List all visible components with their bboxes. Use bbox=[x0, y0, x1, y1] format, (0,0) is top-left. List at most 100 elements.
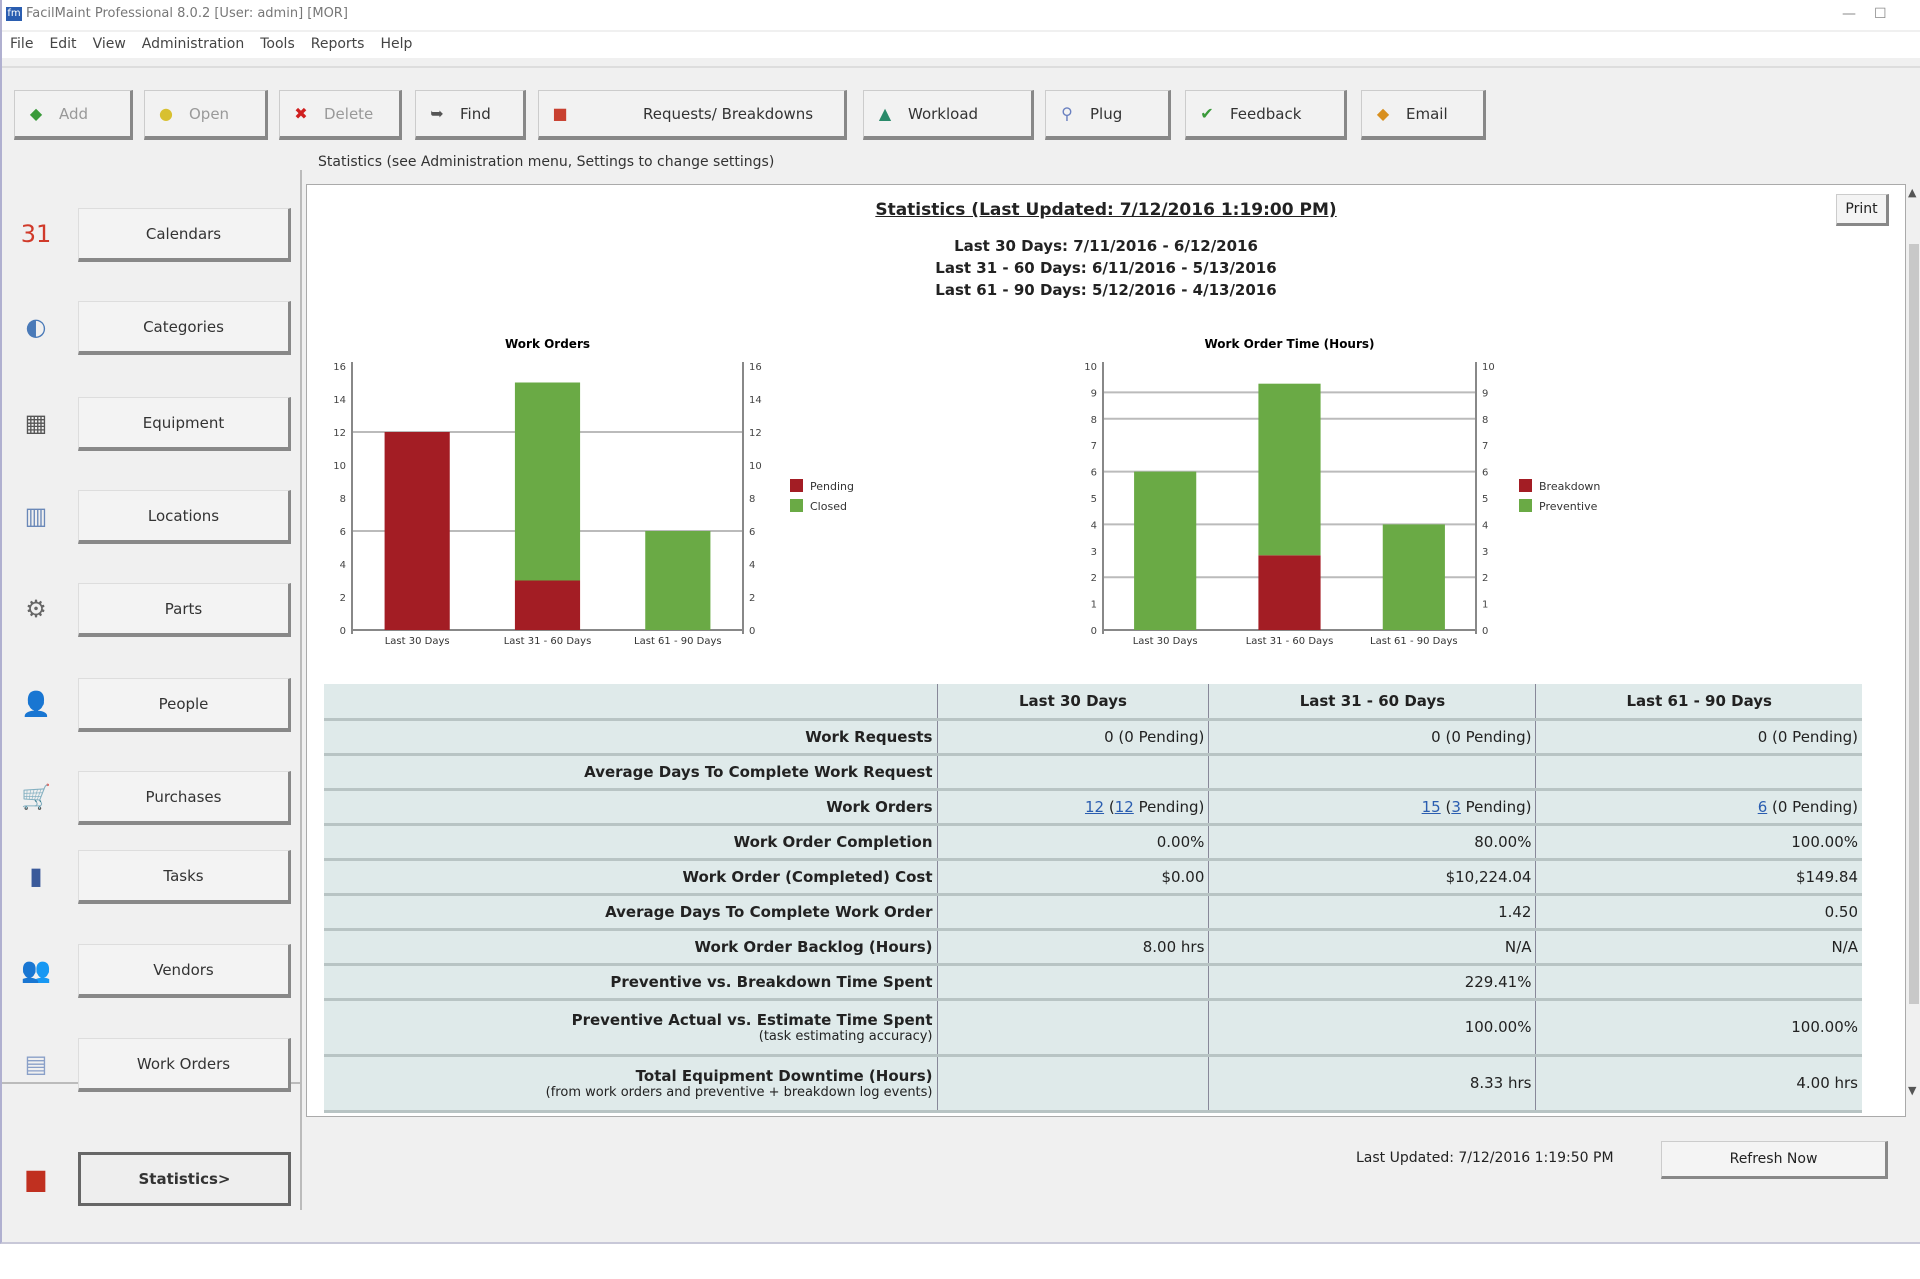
y-tick-label: 3 bbox=[1091, 547, 1097, 558]
sidebar-item-parts[interactable]: Parts bbox=[78, 583, 291, 637]
chart-2: Work Order Time (Hours) 0 0 1 1 2 2 3 3 4 4 5 5 6 6 7 7 8… bbox=[1084, 337, 1600, 647]
y-tick-label: 10 bbox=[1482, 362, 1495, 373]
window-title: FacilMaint Professional 8.0.2 [User: adm… bbox=[26, 6, 348, 21]
table-cell bbox=[1208, 754, 1537, 791]
legend-swatch bbox=[1519, 479, 1532, 492]
menu-view[interactable]: View bbox=[92, 36, 126, 52]
table-cell: 100.00% bbox=[1535, 824, 1862, 861]
menu-tools[interactable]: Tools bbox=[260, 36, 295, 52]
sidebar-item-purchases[interactable]: Purchases bbox=[78, 771, 291, 825]
minimize-icon[interactable]: — bbox=[1842, 6, 1856, 22]
legend-label: Pending bbox=[810, 480, 854, 493]
y-tick-label: 10 bbox=[749, 461, 762, 472]
y-tick-label: 7 bbox=[1091, 441, 1097, 452]
statistics-table: Last 30 Days Last 31 - 60 Days Last 61 - 9… bbox=[324, 684, 1862, 1113]
delete-icon: ✖ bbox=[294, 104, 308, 123]
delete-button[interactable]: ✖ Delete bbox=[279, 90, 402, 140]
y-tick-label: 14 bbox=[333, 395, 346, 406]
legend-label: Breakdown bbox=[1539, 480, 1600, 493]
table-cell: 8.00 hrs bbox=[937, 929, 1210, 966]
menu-edit[interactable]: Edit bbox=[49, 36, 77, 52]
menu-help[interactable]: Help bbox=[380, 36, 413, 52]
scroll-thumb[interactable] bbox=[1909, 244, 1919, 1004]
table-cell bbox=[937, 894, 1210, 931]
add-button[interactable]: ◆ Add bbox=[14, 90, 133, 140]
table-cell bbox=[937, 1055, 1210, 1113]
bar-preventive bbox=[1382, 524, 1445, 630]
requests-breakdowns-button[interactable]: ■ Requests/ Breakdowns bbox=[538, 90, 847, 140]
refresh-now-button[interactable]: Refresh Now bbox=[1661, 1141, 1888, 1179]
button-label: Open bbox=[189, 104, 230, 123]
email-button[interactable]: ◆ Email bbox=[1361, 90, 1486, 140]
work-orders-link[interactable]: 6 bbox=[1757, 797, 1768, 816]
vertical-scrollbar[interactable]: ▲ ▼ bbox=[1906, 184, 1920, 1117]
sidebar-item-equipment[interactable]: Equipment bbox=[78, 397, 291, 451]
find-button[interactable]: ➥ Find bbox=[415, 90, 526, 140]
date-range: Last 30 Days: 7/11/2016 - 6/12/2016 bbox=[954, 237, 1258, 255]
workload-icon: ▲ bbox=[878, 104, 892, 123]
sidebar-item-calendars[interactable]: Calendars bbox=[78, 208, 291, 262]
table-row: Work Order (Completed) Cost $0.00 $10,224.… bbox=[324, 859, 1862, 896]
table-cell: 100.00% bbox=[1535, 999, 1862, 1057]
row-label-text: Work Orders bbox=[826, 797, 933, 816]
purchases-icon: 🛒 bbox=[21, 783, 51, 811]
x-tick-label: Last 31 - 60 Days bbox=[1246, 636, 1334, 647]
feedback-button[interactable]: ✔ Feedback bbox=[1185, 90, 1347, 140]
button-label: Delete bbox=[324, 104, 374, 123]
y-tick-label: 0 bbox=[1091, 626, 1097, 637]
pending-link[interactable]: 12 bbox=[1114, 797, 1134, 816]
table-row: Work Requests 0 (0 Pending) 0 (0 Pending) 0… bbox=[324, 719, 1862, 756]
table-row: Work Order Backlog (Hours) 8.00 hrs N/A N/A bbox=[324, 929, 1862, 966]
bar-pending bbox=[514, 580, 581, 630]
open-button[interactable]: ● Open bbox=[144, 90, 268, 140]
button-label: Workload bbox=[908, 104, 979, 123]
y-tick-label: 9 bbox=[1091, 388, 1097, 399]
work-orders-link[interactable]: 12 bbox=[1084, 797, 1105, 816]
x-tick-label: Last 30 Days bbox=[385, 636, 450, 647]
date-ranges: Last 30 Days: 7/11/2016 - 6/12/2016 Last… bbox=[307, 235, 1905, 301]
row-sublabel: (from work orders and preventive + break… bbox=[545, 1084, 933, 1100]
row-label-text: Preventive vs. Breakdown Time Spent bbox=[610, 972, 933, 991]
calendar-icon: 31 bbox=[20, 220, 52, 248]
y-tick-label: 6 bbox=[1482, 468, 1488, 479]
sidebar-item-locations[interactable]: Locations bbox=[78, 490, 291, 544]
row-label: Work Order (Completed) Cost bbox=[324, 859, 938, 896]
maximize-icon[interactable]: ☐ bbox=[1874, 6, 1887, 22]
people-icon: 👤 bbox=[21, 690, 51, 718]
sidebar-item-tasks[interactable]: Tasks bbox=[78, 850, 291, 904]
y-tick-label: 2 bbox=[1482, 573, 1488, 584]
menu-administration[interactable]: Administration bbox=[141, 36, 245, 52]
row-label-text: Work Requests bbox=[805, 727, 933, 746]
sidebar-item-vendors[interactable]: Vendors bbox=[78, 944, 291, 998]
button-label: Email bbox=[1406, 104, 1448, 123]
y-tick-label: 8 bbox=[1482, 415, 1488, 426]
bar-preventive bbox=[1134, 471, 1197, 630]
table-cell bbox=[1535, 964, 1862, 1001]
sidebar-item-statistics[interactable]: Statistics> bbox=[78, 1152, 291, 1206]
sidebar-item-people[interactable]: People bbox=[78, 678, 291, 732]
sidebar-item-work-orders[interactable]: Work Orders bbox=[78, 1038, 291, 1092]
bar-closed bbox=[514, 382, 581, 581]
y-tick-label: 6 bbox=[340, 527, 346, 538]
table-cell: 0.00% bbox=[937, 824, 1210, 861]
column-header bbox=[324, 684, 938, 721]
workload-button[interactable]: ▲ Workload bbox=[863, 90, 1034, 140]
scroll-up-icon[interactable]: ▲ bbox=[1908, 186, 1917, 199]
print-button[interactable]: Print bbox=[1836, 194, 1889, 226]
table-cell: 0.50 bbox=[1535, 894, 1862, 931]
table-cell bbox=[937, 754, 1210, 791]
table-cell: 12 (12 Pending) bbox=[937, 789, 1210, 826]
tasks-icon: ▮ bbox=[29, 862, 43, 890]
plug-button[interactable]: ⚲ Plug bbox=[1045, 90, 1171, 140]
row-label: Total Equipment Downtime (Hours) (from wo… bbox=[324, 1055, 938, 1113]
menu-file[interactable]: File bbox=[10, 36, 34, 52]
sidebar-item-categories[interactable]: Categories bbox=[78, 301, 291, 355]
y-tick-label: 5 bbox=[1482, 494, 1488, 505]
table-cell: N/A bbox=[1535, 929, 1862, 966]
scroll-down-icon[interactable]: ▼ bbox=[1908, 1084, 1917, 1097]
legend-swatch bbox=[790, 479, 803, 492]
menu-reports[interactable]: Reports bbox=[310, 36, 365, 52]
table-row: Total Equipment Downtime (Hours) (from wo… bbox=[324, 1055, 1862, 1113]
pending-link[interactable]: 3 bbox=[1451, 797, 1461, 816]
work-orders-link[interactable]: 15 bbox=[1421, 797, 1441, 816]
